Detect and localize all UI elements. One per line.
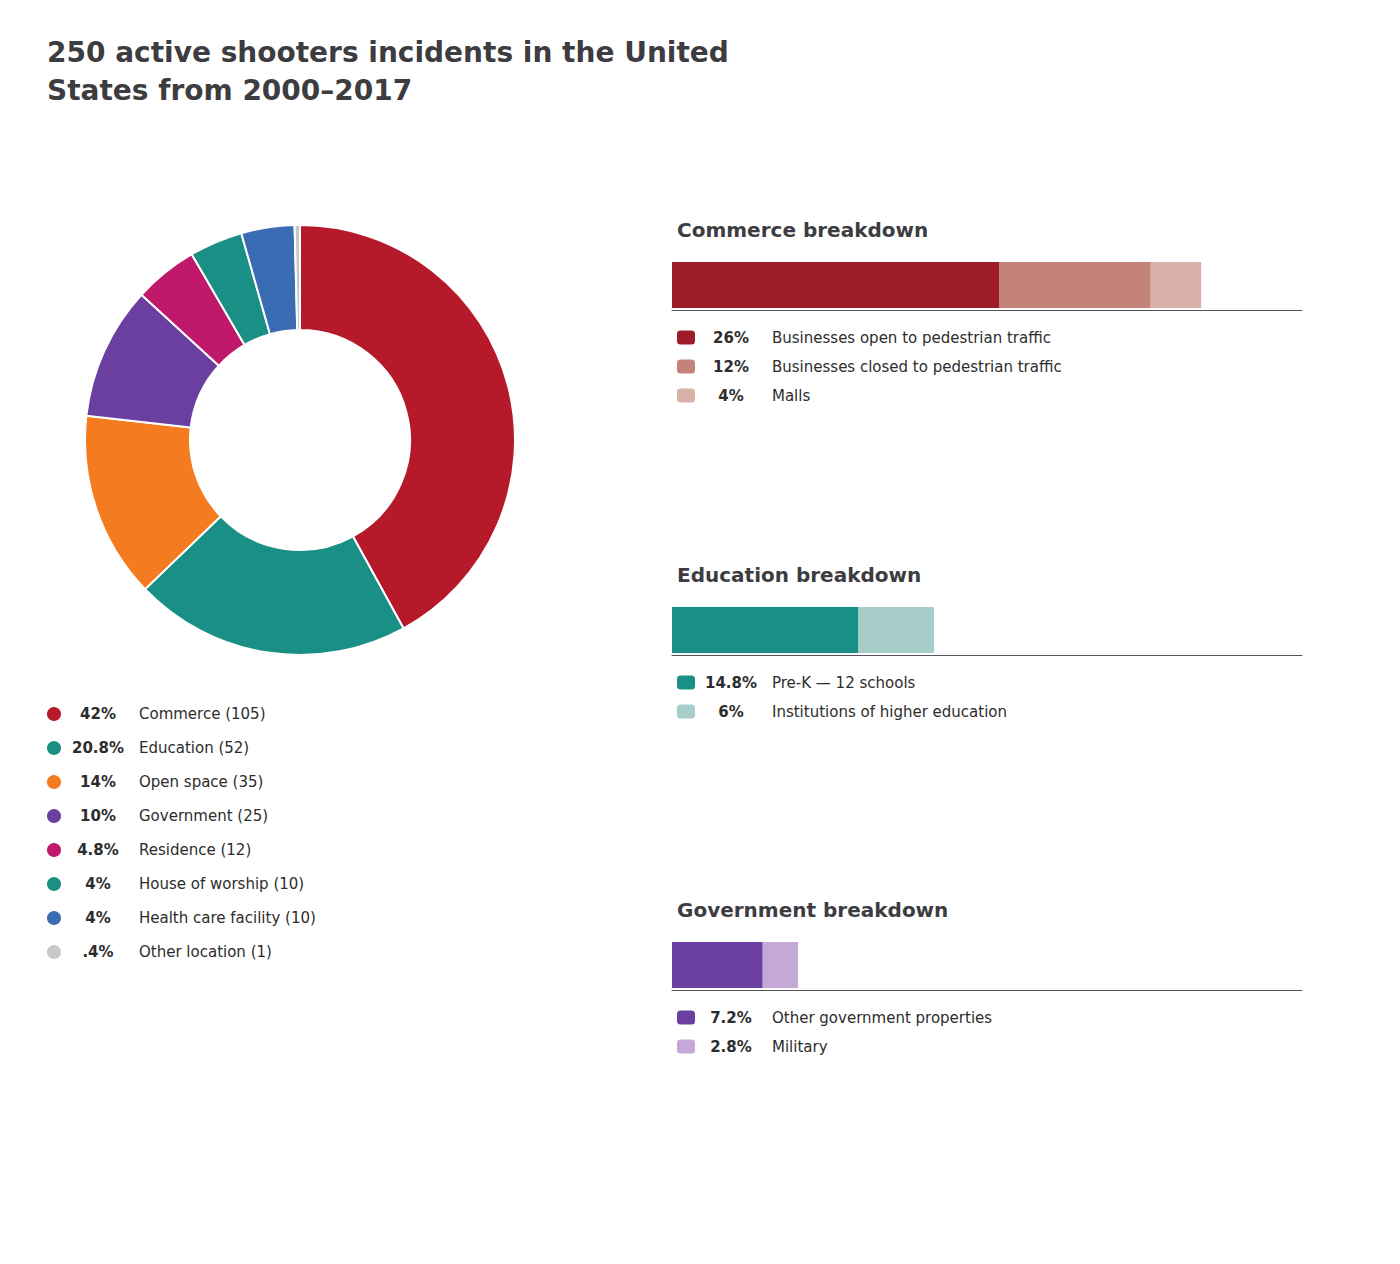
svg-text:42%: 42%	[80, 705, 116, 723]
svg-text:10%: 10%	[80, 807, 116, 825]
svg-text:Education (52): Education (52)	[139, 739, 249, 757]
svg-text:Commerce breakdown: Commerce breakdown	[677, 218, 928, 242]
svg-text:Military: Military	[772, 1038, 828, 1056]
svg-text:Commerce (105): Commerce (105)	[139, 705, 266, 723]
svg-text:26%: 26%	[713, 329, 749, 347]
svg-text:Businesses open to pedestrian: Businesses open to pedestrian traffic	[772, 329, 1051, 347]
svg-text:14.8%: 14.8%	[705, 674, 757, 692]
svg-text:Businesses closed to pedestria: Businesses closed to pedestrian traffic	[772, 358, 1062, 376]
svg-text:Government (25): Government (25)	[139, 807, 268, 825]
svg-text:4%: 4%	[85, 909, 110, 927]
svg-text:Malls: Malls	[772, 387, 810, 405]
svg-text:.4%: .4%	[82, 943, 113, 961]
svg-text:Other location (1): Other location (1)	[139, 943, 272, 961]
svg-text:6%: 6%	[718, 703, 743, 721]
svg-text:Pre-K — 12 schools: Pre-K — 12 schools	[772, 674, 916, 692]
svg-text:20.8%: 20.8%	[72, 739, 124, 757]
svg-text:Government breakdown: Government breakdown	[677, 898, 948, 922]
svg-text:12%: 12%	[713, 358, 749, 376]
svg-text:4.8%: 4.8%	[77, 841, 119, 859]
svg-text:Education breakdown: Education breakdown	[677, 563, 921, 587]
svg-text:Open space (35): Open space (35)	[139, 773, 263, 791]
svg-text:4%: 4%	[85, 875, 110, 893]
svg-text:States from 2000–2017: States from 2000–2017	[47, 74, 412, 107]
svg-text:House of worship (10): House of worship (10)	[139, 875, 304, 893]
svg-text:Institutions of higher educati: Institutions of higher education	[772, 703, 1007, 721]
svg-text:2.8%: 2.8%	[710, 1038, 752, 1056]
svg-text:250 active shooters incidents: 250 active shooters incidents in the Uni…	[47, 36, 729, 69]
svg-text:Health care facility (10): Health care facility (10)	[139, 909, 316, 927]
svg-text:4%: 4%	[718, 387, 743, 405]
svg-text:Residence (12): Residence (12)	[139, 841, 251, 859]
svg-text:14%: 14%	[80, 773, 116, 791]
svg-text:7.2%: 7.2%	[710, 1009, 752, 1027]
svg-text:Other government properties: Other government properties	[772, 1009, 992, 1027]
